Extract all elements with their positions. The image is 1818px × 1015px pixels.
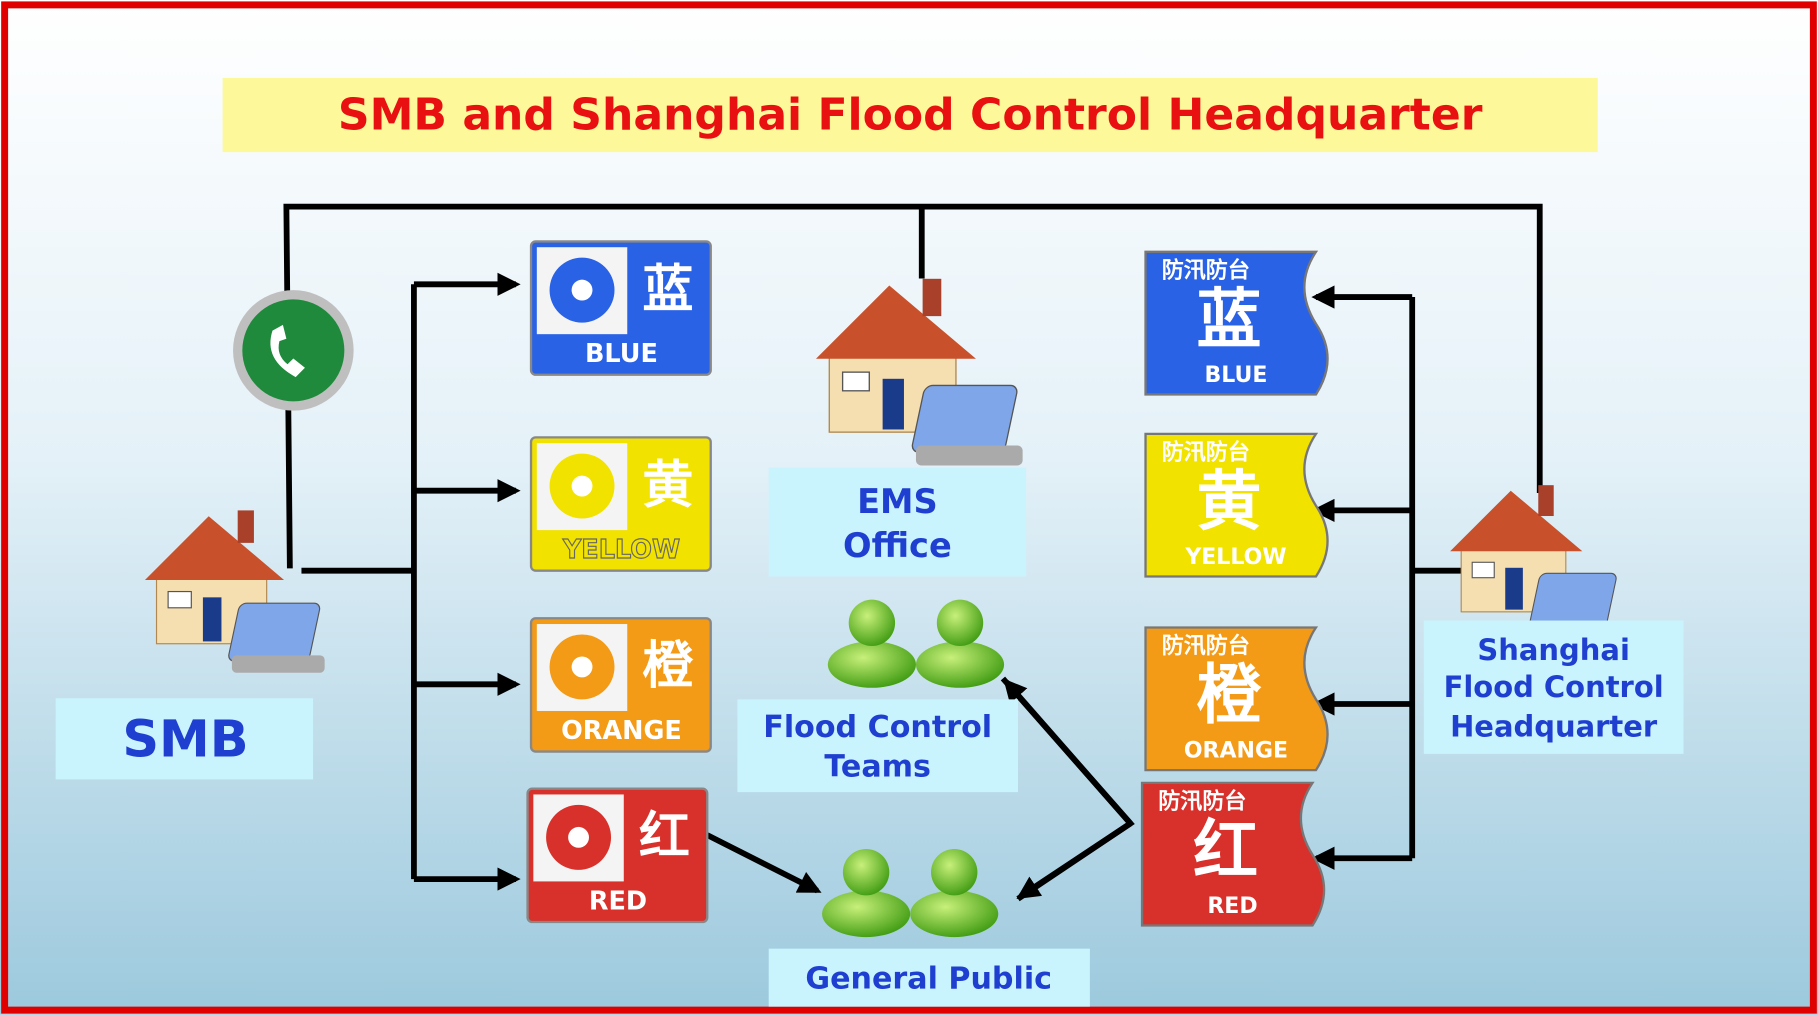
signal-character: 黄 xyxy=(642,456,693,515)
phone-icon xyxy=(233,290,354,411)
flood-signal-shape xyxy=(1144,432,1329,578)
person-head xyxy=(842,848,890,896)
public-node: General Public xyxy=(768,948,1090,1007)
flood-signal-header: 防汛防台 xyxy=(1162,440,1250,466)
flood-signal-character: 红 xyxy=(1193,813,1258,888)
connectors xyxy=(283,203,1543,902)
signal-character: 红 xyxy=(639,808,690,867)
node-label: Teams xyxy=(824,749,931,784)
signal-character: 蓝 xyxy=(642,260,693,319)
signal-label: YELLOW xyxy=(562,535,680,565)
flood-signal-shape xyxy=(1144,250,1329,396)
person-body xyxy=(915,641,1005,688)
terminal-base xyxy=(915,445,1023,466)
person-head xyxy=(848,599,896,647)
title-box xyxy=(222,77,1598,153)
house-window xyxy=(841,371,870,392)
flood-signal-label: BLUE xyxy=(1204,363,1267,388)
ems-node: EMS Office xyxy=(768,467,1027,577)
flood-signal-header: 防汛防台 xyxy=(1162,258,1250,284)
flood-signal-header: 防汛防台 xyxy=(1162,633,1250,659)
flood-signal-shape xyxy=(1144,626,1329,772)
house-door xyxy=(882,378,904,430)
flood-signal-label: YELLOW xyxy=(1184,545,1286,570)
person-head xyxy=(936,599,984,647)
person-head xyxy=(931,848,978,896)
node-label: Flood Control xyxy=(763,710,992,745)
house-chimney xyxy=(922,278,942,317)
signal-label: RED xyxy=(589,886,647,916)
teams-node: Flood Control Teams xyxy=(737,699,1018,793)
house-roof xyxy=(144,516,285,580)
flood-signal-character: 橙 xyxy=(1197,658,1262,733)
node-label: Shanghai xyxy=(1477,633,1630,667)
person-body xyxy=(827,641,916,688)
house-roof xyxy=(1450,490,1583,552)
flood-signal-header: 防汛防台 xyxy=(1158,789,1246,815)
signal-label: ORANGE xyxy=(561,716,682,746)
signal-eye xyxy=(571,656,593,678)
house-chimney xyxy=(1538,485,1554,517)
node-label: Flood Control xyxy=(1444,670,1664,704)
signal-label: BLUE xyxy=(585,339,658,369)
house-window xyxy=(167,590,192,609)
signal-character: 橙 xyxy=(642,637,693,696)
flood-signal-label: RED xyxy=(1207,894,1257,919)
house-icon xyxy=(815,278,1023,466)
signal-eye xyxy=(571,475,593,497)
hq-node: Shanghai Flood Control Headquarter xyxy=(1423,620,1684,754)
node-label: General Public xyxy=(805,961,1052,996)
terminal xyxy=(228,602,321,662)
flood-signal-character: 蓝 xyxy=(1197,282,1262,357)
signal-eye xyxy=(568,826,589,848)
flood-signal-character: 黄 xyxy=(1197,464,1262,539)
flood-signal-shape xyxy=(1140,781,1326,927)
terminal xyxy=(911,384,1018,453)
house-roof xyxy=(815,285,976,359)
node-label: EMS xyxy=(857,482,938,521)
node-label: Headquarter xyxy=(1450,709,1658,743)
house-door xyxy=(1505,567,1523,610)
node-label: Office xyxy=(843,526,952,565)
title: SMB and Shanghai Flood Control Headquart… xyxy=(338,89,1483,140)
typhoon-signals: 蓝 BLUE 黄 YELLOW 橙 ORANGE 红 RED xyxy=(526,240,712,924)
house-window xyxy=(1471,561,1495,579)
house-chimney xyxy=(237,510,254,543)
node-label: SMB xyxy=(122,710,248,769)
people xyxy=(822,599,1005,938)
person-body xyxy=(822,890,911,938)
person-body xyxy=(910,890,999,938)
terminal xyxy=(1529,572,1617,629)
signal-eye xyxy=(571,279,593,301)
flood-signal-label: ORANGE xyxy=(1184,739,1288,764)
house-door xyxy=(202,597,222,642)
house-icon xyxy=(144,510,325,673)
smb-node: SMB xyxy=(55,698,314,780)
terminal-base xyxy=(231,655,325,673)
